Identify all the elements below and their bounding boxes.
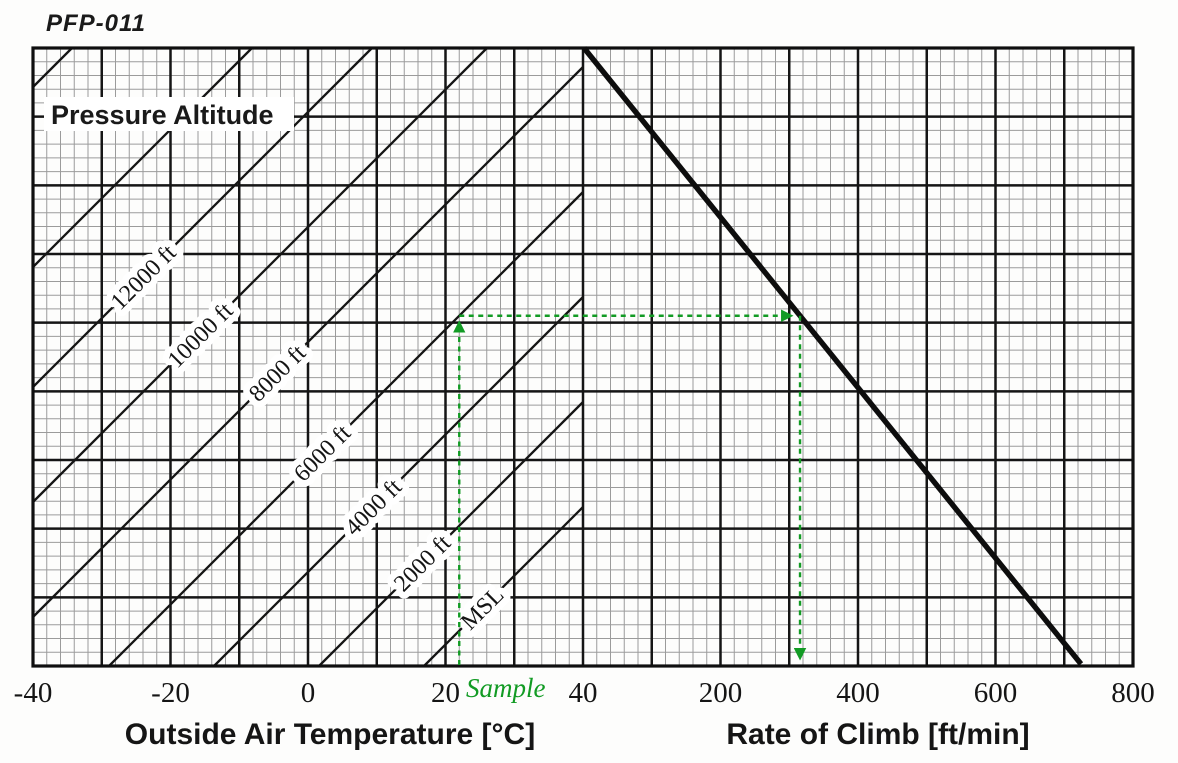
climb-performance-line bbox=[581, 46, 1084, 666]
temp-tick-20: 20 bbox=[431, 677, 460, 709]
rate-tick-600: 600 bbox=[974, 677, 1018, 709]
temp-tick--40: -40 bbox=[14, 677, 53, 709]
temp-tick-0: 0 bbox=[301, 677, 316, 709]
altitude-line-4000 bbox=[213, 296, 584, 667]
axis-tick-labels: -40 -20 0 20 40 200 400 600 800 bbox=[14, 677, 1155, 709]
rate-tick-200: 200 bbox=[699, 677, 743, 709]
pressure-altitude-legend: Pressure Altitude bbox=[44, 97, 294, 131]
altitude-line-0 bbox=[423, 506, 584, 667]
sample-guides bbox=[453, 309, 807, 665]
altitude-line-8000 bbox=[32, 66, 584, 618]
temp-tick-40: 40 bbox=[569, 677, 598, 709]
figure-id: PFP-011 bbox=[46, 10, 146, 37]
altitude-line-10000 bbox=[32, 47, 488, 503]
temperature-axis-title: Outside Air Temperature [°C] bbox=[125, 718, 535, 751]
altitude-label-6000: 6000 ft bbox=[289, 420, 356, 487]
rate-tick-800: 800 bbox=[1111, 677, 1155, 709]
sample-annotation-label: Sample bbox=[466, 673, 546, 703]
rate-tick-400: 400 bbox=[836, 677, 880, 709]
altitude-line-2000 bbox=[318, 401, 584, 667]
legend-background bbox=[44, 97, 294, 131]
legend-title: Pressure Altitude bbox=[51, 100, 274, 130]
altitude-line-unlabeled bbox=[32, 47, 253, 268]
altitude-line-6000 bbox=[108, 191, 584, 667]
temp-tick--20: -20 bbox=[151, 677, 190, 709]
plot-border bbox=[31, 46, 1135, 668]
altitude-line-unlabeled bbox=[32, 47, 73, 88]
altitude-label-4000: 4000 ft bbox=[340, 474, 407, 541]
rate-of-climb-axis-title: Rate of Climb [ft/min] bbox=[726, 718, 1029, 751]
altitude-line-12000 bbox=[32, 47, 373, 388]
pressure-altitude-lines bbox=[32, 47, 584, 667]
